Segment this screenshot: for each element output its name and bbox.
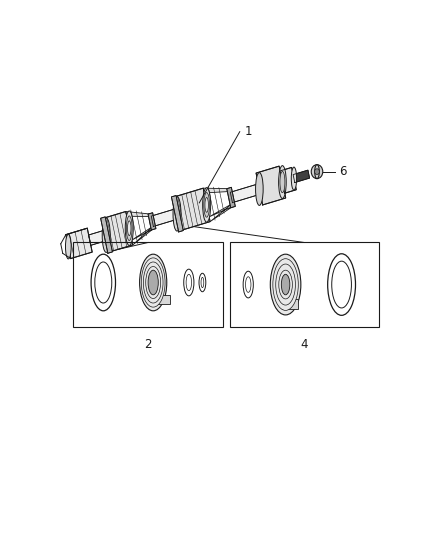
Ellipse shape: [203, 188, 211, 222]
Ellipse shape: [246, 277, 251, 293]
Ellipse shape: [279, 166, 286, 198]
Polygon shape: [101, 217, 113, 253]
Polygon shape: [126, 212, 152, 216]
Ellipse shape: [332, 261, 351, 308]
Circle shape: [311, 165, 323, 179]
Ellipse shape: [143, 262, 163, 303]
Polygon shape: [171, 196, 183, 232]
Ellipse shape: [102, 218, 110, 253]
Polygon shape: [88, 230, 107, 245]
Ellipse shape: [184, 269, 194, 296]
Bar: [230, 243, 379, 327]
Ellipse shape: [95, 262, 112, 303]
Bar: [156, 295, 170, 304]
Ellipse shape: [280, 172, 285, 193]
Ellipse shape: [91, 254, 116, 311]
Ellipse shape: [173, 197, 181, 231]
Text: 6: 6: [339, 165, 346, 178]
Text: 2: 2: [145, 338, 152, 351]
Ellipse shape: [273, 259, 298, 310]
Polygon shape: [209, 204, 233, 222]
Ellipse shape: [148, 270, 158, 295]
Ellipse shape: [140, 254, 167, 311]
Polygon shape: [103, 212, 133, 252]
Ellipse shape: [146, 266, 161, 298]
Bar: [282, 299, 298, 309]
Ellipse shape: [328, 254, 356, 316]
Ellipse shape: [291, 167, 297, 190]
Ellipse shape: [127, 216, 132, 240]
Polygon shape: [227, 187, 235, 208]
Polygon shape: [66, 228, 92, 259]
Ellipse shape: [125, 211, 133, 246]
Ellipse shape: [243, 271, 253, 298]
Ellipse shape: [199, 273, 206, 292]
Ellipse shape: [255, 173, 263, 205]
Text: 1: 1: [245, 125, 252, 138]
Bar: [74, 243, 223, 327]
Polygon shape: [203, 188, 230, 193]
Ellipse shape: [281, 274, 290, 295]
Ellipse shape: [270, 254, 301, 315]
Ellipse shape: [276, 264, 295, 305]
Ellipse shape: [127, 221, 131, 236]
Ellipse shape: [205, 198, 208, 212]
Polygon shape: [151, 208, 178, 227]
Ellipse shape: [186, 274, 191, 290]
Polygon shape: [230, 184, 261, 203]
Ellipse shape: [141, 258, 165, 307]
Ellipse shape: [204, 192, 209, 217]
Polygon shape: [256, 166, 286, 205]
Ellipse shape: [201, 277, 204, 288]
Polygon shape: [132, 226, 154, 245]
Ellipse shape: [314, 165, 319, 179]
Circle shape: [314, 169, 319, 174]
Polygon shape: [173, 188, 210, 231]
Polygon shape: [148, 213, 156, 230]
Polygon shape: [280, 167, 296, 193]
Ellipse shape: [65, 235, 71, 259]
Text: 4: 4: [300, 338, 308, 351]
Polygon shape: [293, 170, 310, 183]
Ellipse shape: [279, 270, 293, 299]
